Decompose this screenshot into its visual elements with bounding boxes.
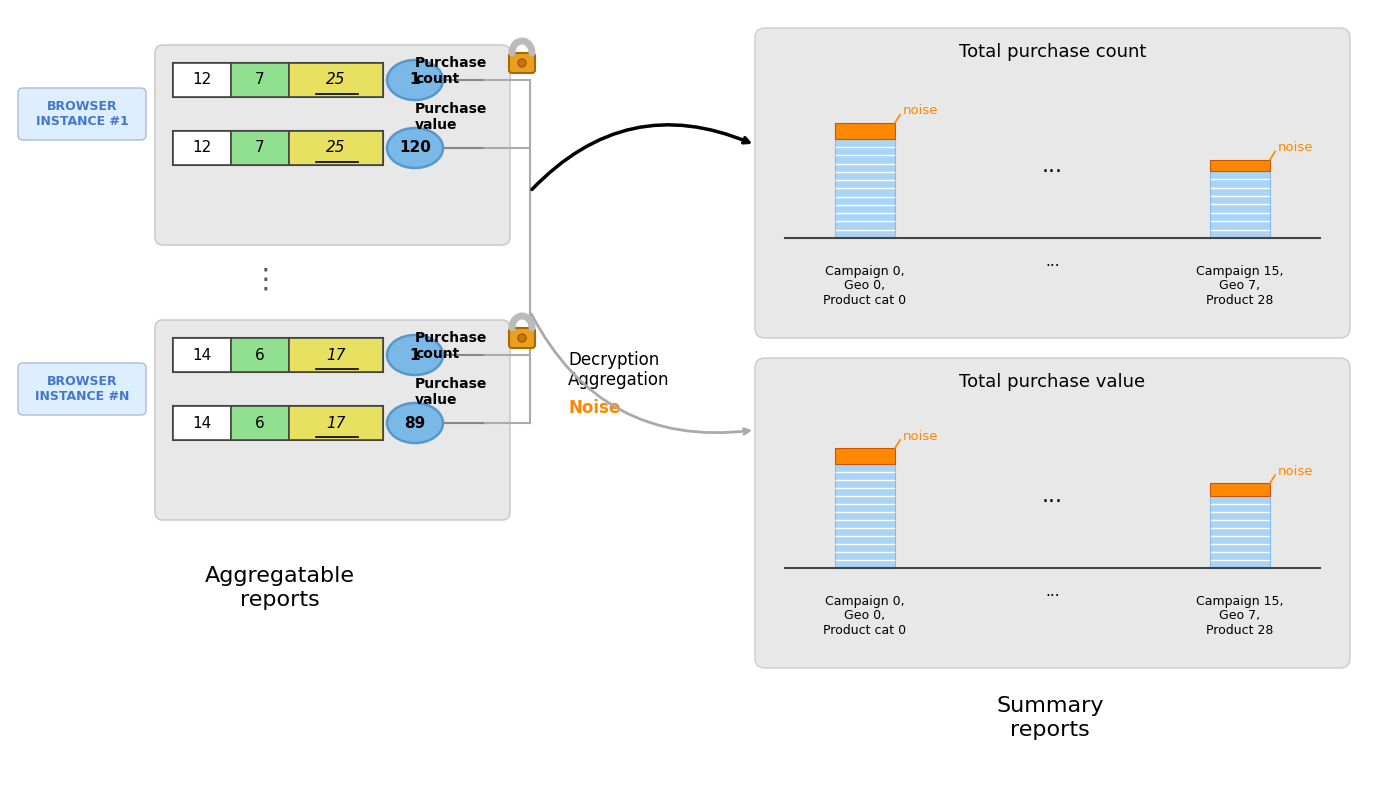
Ellipse shape xyxy=(387,403,442,443)
Text: 6: 6 xyxy=(256,347,265,362)
Bar xyxy=(173,406,383,440)
Bar xyxy=(289,63,383,97)
Bar xyxy=(231,406,289,440)
Bar xyxy=(231,63,289,97)
Bar xyxy=(1210,160,1270,171)
Bar xyxy=(289,338,383,372)
Bar xyxy=(1210,484,1270,496)
Text: Decryption
Aggregation: Decryption Aggregation xyxy=(567,350,669,389)
Text: BROWSER
INSTANCE #1: BROWSER INSTANCE #1 xyxy=(36,100,128,128)
Text: 12: 12 xyxy=(192,140,212,156)
FancyBboxPatch shape xyxy=(754,358,1351,668)
Text: Campaign 0,
Geo 0,
Product cat 0: Campaign 0, Geo 0, Product cat 0 xyxy=(823,595,907,638)
Text: BROWSER
INSTANCE #N: BROWSER INSTANCE #N xyxy=(34,375,129,403)
Text: Campaign 15,
Geo 7,
Product 28: Campaign 15, Geo 7, Product 28 xyxy=(1197,595,1283,638)
Text: Noise: Noise xyxy=(567,399,620,417)
Text: 7: 7 xyxy=(256,73,265,88)
Text: 14: 14 xyxy=(192,416,212,430)
Text: noise: noise xyxy=(903,105,938,117)
Bar xyxy=(835,464,894,568)
Bar xyxy=(231,338,289,372)
Text: ...: ... xyxy=(1041,156,1063,176)
Text: 12: 12 xyxy=(192,73,212,88)
Bar xyxy=(1210,496,1270,568)
Text: Purchase
value: Purchase value xyxy=(415,102,488,132)
Text: 25: 25 xyxy=(326,140,346,156)
FancyBboxPatch shape xyxy=(155,45,510,245)
Text: ...: ... xyxy=(1046,255,1059,270)
Text: 6: 6 xyxy=(256,416,265,430)
Bar xyxy=(173,63,231,97)
Bar xyxy=(289,131,383,165)
Bar xyxy=(289,406,383,440)
Text: Summary
reports: Summary reports xyxy=(996,697,1103,740)
Text: Purchase
count: Purchase count xyxy=(415,331,488,361)
Bar xyxy=(173,63,383,97)
Text: noise: noise xyxy=(903,429,938,443)
Text: ...: ... xyxy=(1041,486,1063,506)
Text: 120: 120 xyxy=(398,140,431,156)
Text: Total purchase count: Total purchase count xyxy=(959,43,1146,61)
Ellipse shape xyxy=(518,59,526,67)
Text: 17: 17 xyxy=(326,347,346,362)
FancyBboxPatch shape xyxy=(18,88,146,140)
Text: Purchase
count: Purchase count xyxy=(415,56,488,86)
Text: 1: 1 xyxy=(409,73,420,88)
Text: 1: 1 xyxy=(409,347,420,362)
Bar xyxy=(173,131,231,165)
Text: ...: ... xyxy=(1046,584,1059,599)
FancyBboxPatch shape xyxy=(18,363,146,415)
Bar xyxy=(835,448,894,464)
Text: Campaign 0,
Geo 0,
Product cat 0: Campaign 0, Geo 0, Product cat 0 xyxy=(823,264,907,307)
Text: ⋮: ⋮ xyxy=(251,266,279,294)
Text: 17: 17 xyxy=(326,416,346,430)
Text: 25: 25 xyxy=(326,73,346,88)
Text: noise: noise xyxy=(1278,141,1314,154)
Ellipse shape xyxy=(387,128,442,168)
Ellipse shape xyxy=(518,334,526,342)
Text: Total purchase value: Total purchase value xyxy=(959,373,1146,391)
Bar xyxy=(835,139,894,238)
FancyBboxPatch shape xyxy=(508,53,534,73)
Bar xyxy=(835,123,894,139)
Bar xyxy=(173,406,231,440)
Text: Aggregatable
reports: Aggregatable reports xyxy=(205,567,354,610)
Bar xyxy=(173,131,383,165)
Bar xyxy=(1210,171,1270,238)
Ellipse shape xyxy=(387,60,442,100)
Bar xyxy=(231,131,289,165)
FancyBboxPatch shape xyxy=(508,328,534,348)
Text: 14: 14 xyxy=(192,347,212,362)
Text: noise: noise xyxy=(1278,464,1314,478)
Ellipse shape xyxy=(387,335,442,375)
FancyBboxPatch shape xyxy=(754,28,1351,338)
Text: 89: 89 xyxy=(404,416,426,430)
FancyBboxPatch shape xyxy=(155,320,510,520)
Text: Purchase
value: Purchase value xyxy=(415,377,488,407)
Text: 7: 7 xyxy=(256,140,265,156)
Bar xyxy=(173,338,231,372)
Bar xyxy=(173,338,383,372)
Text: Campaign 15,
Geo 7,
Product 28: Campaign 15, Geo 7, Product 28 xyxy=(1197,264,1283,307)
